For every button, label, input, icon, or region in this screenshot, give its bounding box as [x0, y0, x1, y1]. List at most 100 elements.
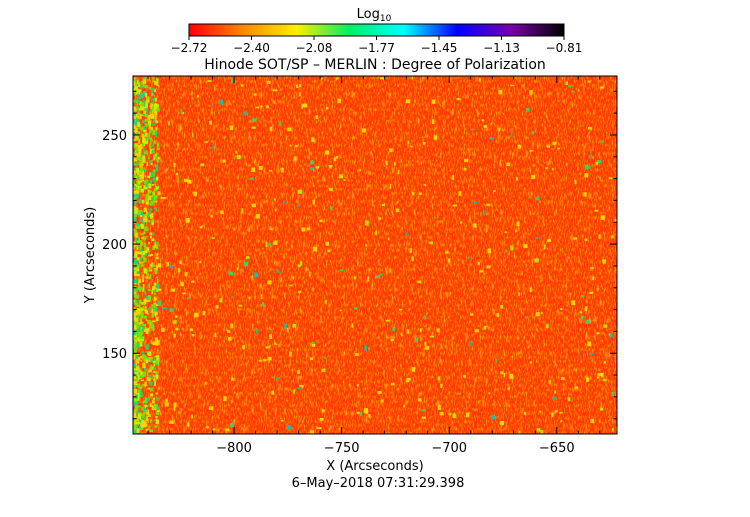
patch-pixel	[270, 228, 273, 231]
limb-pixel	[152, 325, 155, 331]
heatmap-texture-coarse	[133, 76, 617, 434]
patch-pixel	[410, 145, 413, 148]
patch-pixel	[600, 372, 604, 378]
limb-pixel	[148, 377, 151, 382]
patch-pixel	[423, 184, 427, 186]
limb-pixel	[149, 129, 152, 134]
patch-pixel	[529, 90, 533, 95]
patch-pixel	[465, 412, 470, 418]
limb-pixel	[135, 372, 139, 374]
patch-pixel	[280, 167, 284, 173]
limb-pixel	[143, 421, 147, 428]
limb-pixel	[151, 102, 155, 104]
patch-pixel	[405, 232, 408, 236]
limb-pixel	[149, 295, 152, 301]
patch-pixel	[249, 177, 254, 180]
patch-pixel	[387, 237, 390, 241]
limb-pixel	[155, 276, 159, 279]
limb-pixel	[139, 391, 143, 396]
limb-pixel	[152, 320, 156, 323]
limb-pixel	[135, 117, 138, 123]
limb-pixel	[136, 171, 140, 176]
patch-pixel	[601, 140, 604, 143]
patch-pixel	[280, 419, 284, 422]
limb-pixel	[153, 302, 157, 305]
limb-pixel	[155, 130, 158, 135]
colorbar-gradient	[188, 23, 565, 37]
limb-pixel	[149, 274, 152, 278]
limb-pixel	[148, 132, 151, 138]
patch-pixel	[594, 209, 598, 212]
limb-pixel	[138, 389, 142, 394]
patch-pixel	[537, 196, 540, 199]
patch-pixel	[498, 127, 501, 132]
limb-pixel	[152, 328, 155, 331]
patch-pixel	[515, 177, 519, 181]
limb-pixel	[143, 214, 147, 219]
limb-pixel	[148, 360, 152, 362]
limb-pixel	[137, 92, 140, 96]
limb-pixel	[156, 104, 159, 107]
patch-pixel	[325, 106, 329, 110]
limb-pixel	[148, 426, 151, 429]
patch-pixel	[173, 162, 176, 168]
limb-pixel	[133, 130, 136, 133]
patch-pixel	[579, 311, 583, 314]
patch-pixel	[397, 169, 400, 175]
limb-pixel	[148, 326, 153, 329]
limb-pixel	[136, 213, 139, 217]
limb-pixel	[138, 237, 141, 242]
patch-pixel	[379, 77, 385, 80]
limb-pixel	[151, 149, 154, 155]
patch-pixel	[289, 144, 292, 147]
patch-pixel	[193, 312, 199, 318]
limb-pixel	[153, 288, 157, 293]
colorbar-label-subscript: 10	[380, 14, 392, 24]
limb-pixel	[142, 105, 145, 111]
patch-pixel	[168, 264, 173, 269]
patch-pixel	[406, 377, 411, 381]
patch-pixel	[584, 164, 589, 170]
limb-pixel	[154, 118, 157, 122]
limb-pixel	[142, 401, 145, 404]
patch-pixel	[611, 235, 614, 239]
patch-pixel	[431, 119, 435, 125]
patch-pixel	[534, 258, 539, 263]
patch-pixel	[329, 165, 332, 169]
limb-pixel	[144, 253, 148, 256]
limb-pixel	[151, 262, 154, 266]
limb-pixel	[134, 125, 136, 130]
colorbar-ticks: −2.72 −2.40 −2.08 −1.77 −1.45 −1.13 −0.81	[171, 36, 582, 55]
limb-pixel	[133, 138, 136, 141]
patch-pixel	[587, 80, 591, 83]
x-axis-label: X (Arcseconds)	[326, 459, 423, 474]
patch-pixel	[329, 188, 333, 192]
limb-pixel	[145, 181, 149, 187]
patch-pixel	[256, 329, 258, 334]
patch-pixel	[380, 399, 384, 403]
limb-pixel	[154, 270, 158, 275]
limb-pixel	[148, 351, 152, 357]
limb-pixel	[155, 317, 159, 322]
limb-pixel	[154, 380, 156, 386]
patch-pixel	[185, 217, 190, 223]
patch-pixel	[268, 242, 272, 246]
limb-pixel	[137, 100, 141, 104]
limb-pixel	[137, 315, 139, 318]
patch-pixel	[510, 84, 515, 87]
limb-pixel	[135, 397, 140, 401]
limb-pixel	[142, 383, 144, 387]
limb-pixel	[156, 279, 159, 284]
limb-pixel	[135, 250, 140, 254]
patch-pixel	[560, 377, 565, 381]
limb-pixel	[134, 324, 137, 331]
limb-pixel	[152, 98, 156, 101]
patch-pixel	[595, 162, 599, 166]
patch-pixel	[452, 174, 455, 180]
patch-pixel	[266, 105, 269, 109]
patch-pixel	[418, 398, 422, 402]
patch-pixel	[541, 311, 543, 315]
limb-pixel	[152, 360, 156, 364]
limb-pixel	[150, 340, 153, 344]
limb-pixel	[140, 188, 144, 192]
